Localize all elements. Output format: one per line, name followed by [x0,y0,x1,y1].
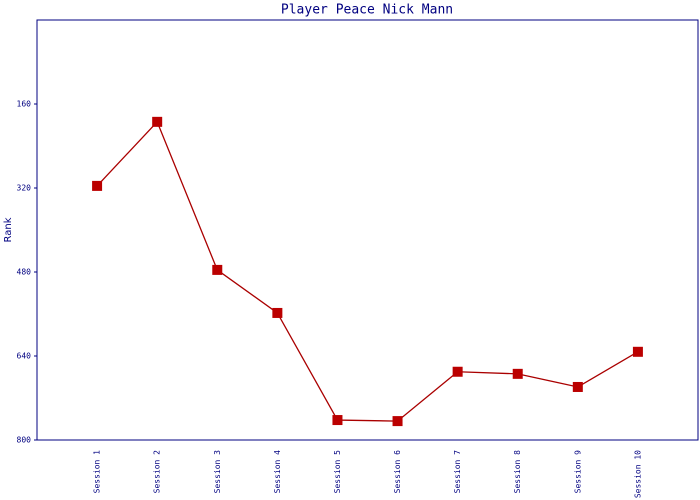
y-tick-label: 480 [17,268,32,277]
plot-frame [36,19,699,441]
x-tick-label: Session 4 [273,450,282,494]
point-marker [512,368,523,379]
point-marker [392,416,403,427]
x-tick-label: Session 1 [93,450,102,494]
data-line [96,120,639,422]
point-marker [452,366,463,377]
point-marker [632,346,643,357]
x-tick-label: Session 3 [213,450,222,494]
point-marker [212,264,223,275]
x-tick-label: Session 8 [513,450,522,494]
point-marker [152,116,163,127]
y-tick-label: 160 [17,100,32,109]
y-tick-label: 800 [17,436,32,445]
x-tick-label: Session 7 [453,450,462,494]
x-tick-label: Session 6 [393,450,402,494]
y-tick-label: 640 [17,352,32,361]
point-marker [272,307,283,318]
point-marker [92,180,103,191]
point-marker [332,415,343,426]
x-tick-label: Session 10 [633,450,642,498]
x-tick-label: Session 9 [573,450,582,494]
y-axis-label: Rank [3,217,14,242]
x-tick-label: Session 5 [333,450,342,494]
chart-title: Player Peace Nick Mann [281,3,453,18]
point-marker [572,381,583,392]
y-tick-label: 320 [17,184,32,193]
x-tick-label: Session 2 [153,450,162,494]
